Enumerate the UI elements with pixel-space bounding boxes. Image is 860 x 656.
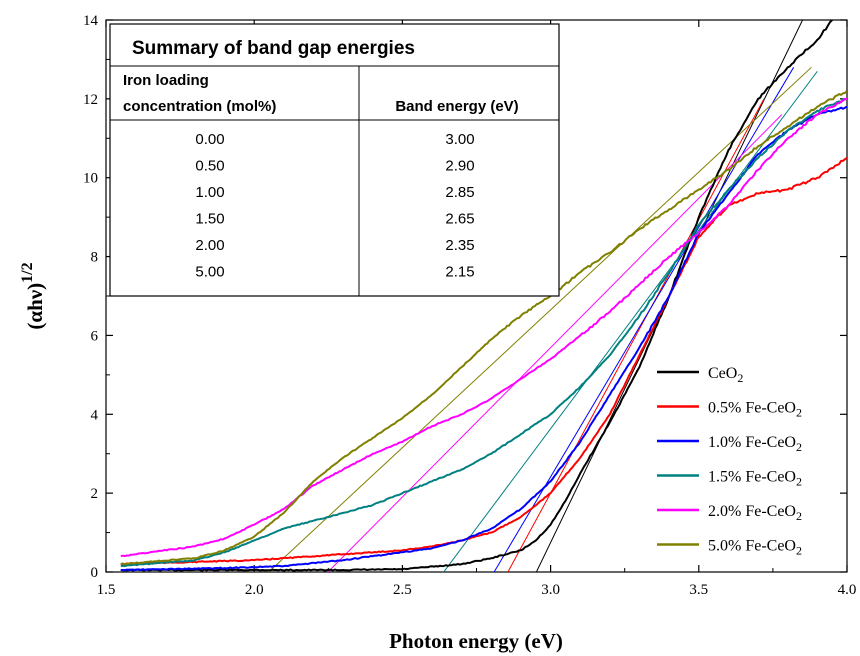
x-tick-label: 3.0 <box>541 582 560 598</box>
table-cell-band: 2.65 <box>445 211 474 228</box>
x-axis-title: Photon energy (eV) <box>389 629 563 653</box>
legend-label-main: 5.0% Fe-CeO <box>708 538 796 555</box>
x-tick-label: 1.5 <box>97 582 116 598</box>
table-cell-band: 3.00 <box>445 131 474 148</box>
x-tick-label: 2.5 <box>393 582 412 598</box>
table-cell-loading: 0.50 <box>195 158 224 175</box>
table-cell-band: 2.15 <box>445 264 474 281</box>
legend-label-main: 1.0% Fe-CeO <box>708 434 796 451</box>
y-axis-title-text: (αhν)1/2 <box>19 262 47 329</box>
legend-label-subscript: 2 <box>737 371 743 385</box>
y-tick-label: 12 <box>83 92 98 108</box>
table-cell-band: 2.85 <box>445 184 474 201</box>
table-cell-loading: 0.00 <box>195 131 224 148</box>
legend-label: CeO2 <box>708 365 743 385</box>
legend-label-main: 2.0% Fe-CeO <box>708 503 796 520</box>
table-title: Summary of band gap energies <box>132 38 415 59</box>
table-col2-header: Band energy (eV) <box>395 98 518 115</box>
table-frame <box>109 23 560 297</box>
series-line <box>120 97 847 568</box>
x-tick-label: 4.0 <box>838 582 857 598</box>
y-tick-label: 4 <box>91 407 99 423</box>
table-cell-band: 2.35 <box>445 237 474 254</box>
y-axis-title-main: (αhν) <box>23 283 47 330</box>
y-tick-label: 14 <box>83 13 99 29</box>
legend-label-subscript: 2 <box>796 406 802 420</box>
legend-label-subscript: 2 <box>796 440 802 454</box>
y-tick-label: 6 <box>91 328 99 344</box>
legend-label-subscript: 2 <box>796 475 802 489</box>
legend-label: 1.5% Fe-CeO2 <box>708 469 802 489</box>
legend-label-subscript: 2 <box>796 544 802 558</box>
series-line <box>120 105 847 572</box>
y-tick-label: 8 <box>91 250 99 266</box>
fit-line <box>507 98 765 572</box>
legend-label: 5.0% Fe-CeO2 <box>708 538 802 558</box>
fit-line <box>327 114 783 572</box>
x-tick-label: 2.0 <box>245 582 264 598</box>
x-tick-label: 3.5 <box>689 582 708 598</box>
legend-label: 1.0% Fe-CeO2 <box>708 434 802 454</box>
legend-label-main: CeO <box>708 365 737 382</box>
y-tick-label: 2 <box>91 486 99 502</box>
legend-label-main: 1.5% Fe-CeO <box>708 469 796 486</box>
series-line <box>120 20 833 572</box>
table-cell-loading: 5.00 <box>195 264 224 281</box>
table-rows: 0.00 3.00 0.50 2.90 1.00 2.85 1.50 2.65 2.00 2.35… <box>195 131 474 281</box>
table-cell-loading: 1.00 <box>195 184 224 201</box>
table-col1-header-line1: Iron loading <box>123 72 209 89</box>
y-tick-label: 10 <box>83 171 98 187</box>
y-axis-title-superscript: 1/2 <box>19 262 36 282</box>
table-col1-header-line2: concentration (mol%) <box>123 98 276 115</box>
table-cell-loading: 1.50 <box>195 211 224 228</box>
table-cell-loading: 2.00 <box>195 237 224 254</box>
series-line <box>120 90 847 566</box>
series-line <box>120 97 847 558</box>
y-tick-label: 0 <box>91 565 99 581</box>
table-cell-band: 2.90 <box>445 158 474 175</box>
legend-label: 0.5% Fe-CeO2 <box>708 400 802 420</box>
legend-label-main: 0.5% Fe-CeO <box>708 400 796 417</box>
series-lines <box>120 20 847 572</box>
fit-line <box>443 70 818 572</box>
summary-table: Summary of band gap energies Iron loadin… <box>109 23 560 297</box>
axis-ticks: 1.5 2.0 2.5 3.0 3.5 4.0 0 2 4 6 8 10 12 14 <box>83 13 856 598</box>
legend-label: 2.0% Fe-CeO2 <box>708 503 802 523</box>
y-axis-title: (αhν)1/2 <box>19 262 47 329</box>
legend-label-subscript: 2 <box>796 509 802 523</box>
